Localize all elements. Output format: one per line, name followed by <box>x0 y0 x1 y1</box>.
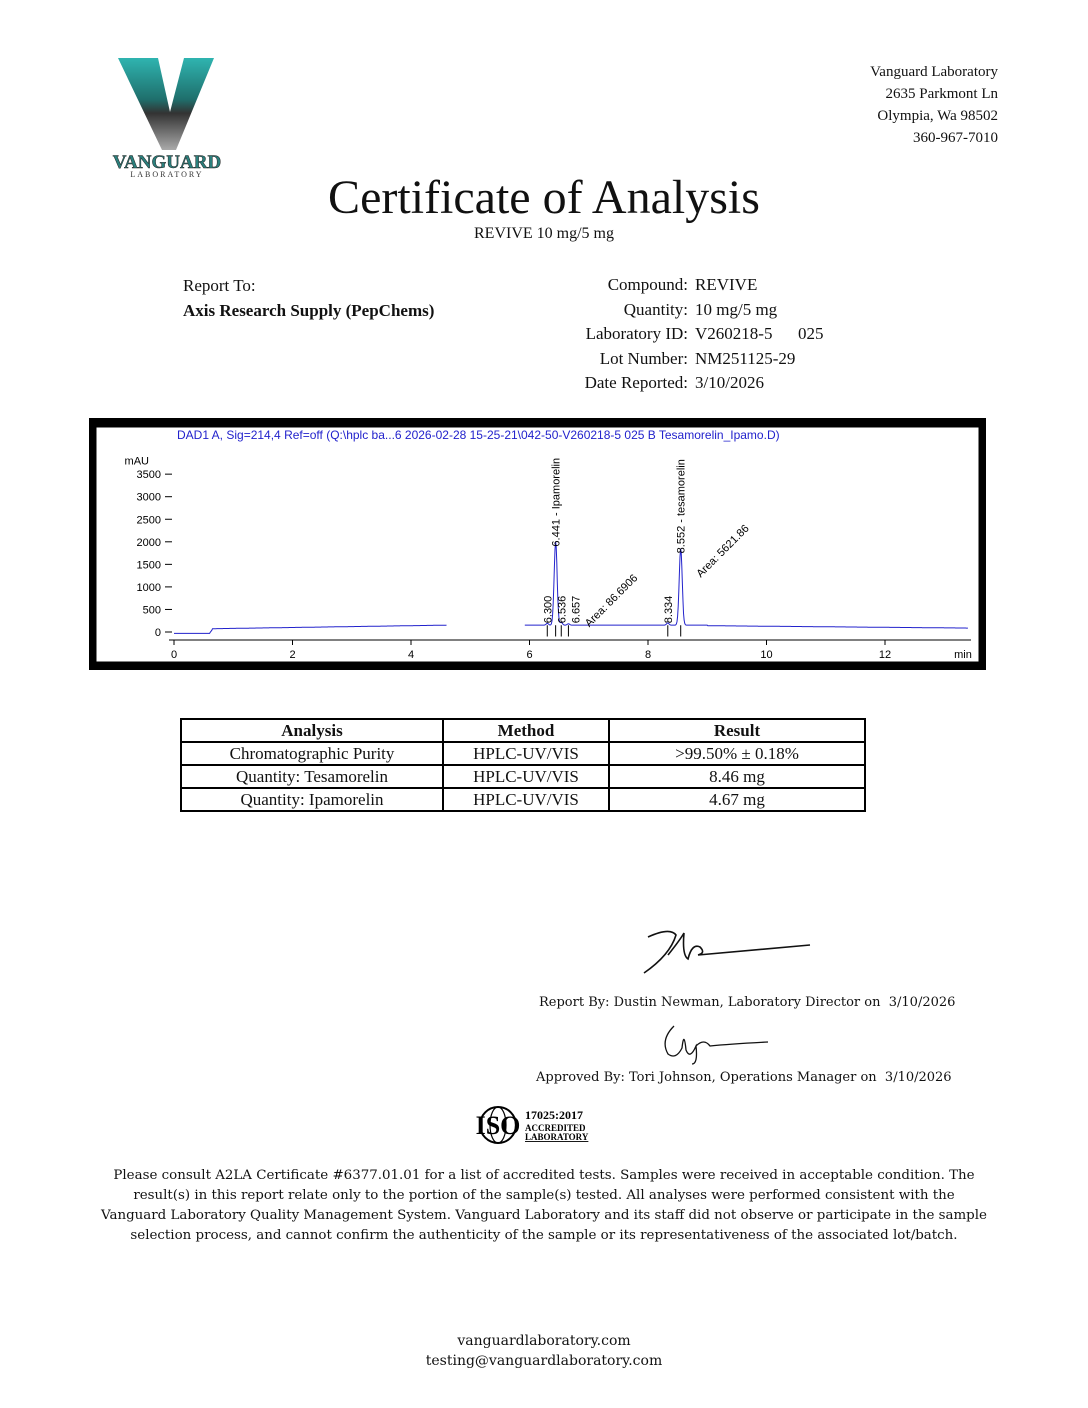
report-to-label: Report To: <box>183 276 256 295</box>
signature-director <box>643 930 811 974</box>
sample-info: Compound: REVIVE Quantity: 10 mg/5 mg Labo… <box>540 273 824 396</box>
page-subtitle: REVIVE 10 mg/5 mg <box>474 225 614 242</box>
client-name: Axis Research Supply (PepChems) <box>183 301 435 320</box>
vanguard-logo: VANGUARD LABORATORY <box>100 52 240 182</box>
y-tick-label: 1500 <box>137 559 161 571</box>
col-header: Method <box>442 718 610 743</box>
lab-name: Vanguard Laboratory <box>870 64 998 80</box>
y-tick-label: 2500 <box>137 514 161 526</box>
report-by: Report By: Dustin Newman, Laboratory Dir… <box>539 995 955 1010</box>
x-tick-label: 4 <box>408 649 414 661</box>
info-value: NM251125-29 <box>695 348 796 368</box>
approved-date: 3/10/2026 <box>884 1070 952 1085</box>
peak-label: 6.657 <box>570 596 582 624</box>
col-header: Result <box>608 718 866 743</box>
chromatogram-trace <box>174 541 968 634</box>
approved-by: Approved By: Tori Johnson, Operations Ma… <box>536 1070 952 1085</box>
info-label: Date Reported: <box>584 373 688 392</box>
peak-label: 8.334 <box>663 596 675 624</box>
chart-title: DAD1 A, Sig=214,4 Ref=off (Q:\hplc ba...… <box>177 428 780 442</box>
info-row: Lot Number: NM251125-29 <box>540 347 823 372</box>
cell: Quantity: Tesamorelin <box>180 764 444 789</box>
svg-text:ACCREDITED: ACCREDITED <box>525 1123 586 1133</box>
y-tick-label: 3000 <box>137 492 161 504</box>
info-row: Laboratory ID: V260218-5 025 <box>540 322 824 347</box>
lab-address: Vanguard Laboratory 2635 Parkmont Ln Oly… <box>870 61 998 149</box>
table-row: Chromatographic Purity HPLC-UV/VIS >99.50%… <box>180 741 866 766</box>
y-tick-label: 2000 <box>137 537 161 549</box>
cell: Quantity: Ipamorelin <box>180 787 444 812</box>
x-tick-label: 10 <box>760 649 772 661</box>
info-value: 3/10/2026 <box>695 373 764 392</box>
page-title: Certificate of Analysis <box>328 171 760 224</box>
info-value: 10 mg/5 mg <box>695 299 778 319</box>
y-tick-label: 3500 <box>137 469 161 481</box>
info-label: Quantity: <box>623 299 688 319</box>
table-header-row: Analysis Method Result <box>180 718 866 743</box>
disclaimer: Please consult A2LA Certificate #6377.01… <box>101 1168 987 1243</box>
lab-city: Olympia, Wa 98502 <box>877 108 998 124</box>
lab-phone: 360-967-7010 <box>913 130 998 146</box>
svg-text:LABORATORY: LABORATORY <box>130 170 203 179</box>
approved-by-text: Approved By: Tori Johnson, Operations Ma… <box>536 1070 877 1085</box>
peak-label: 6.300 <box>542 596 554 624</box>
cell: Chromatographic Purity <box>180 741 444 766</box>
x-tick-label: 2 <box>289 649 295 661</box>
info-label: Laboratory ID: <box>585 324 688 343</box>
chromatogram: DAD1 A, Sig=214,4 Ref=off (Q:\hplc ba...… <box>89 418 986 670</box>
x-tick-label: 0 <box>171 649 177 661</box>
info-value: REVIVE <box>695 275 758 294</box>
peak-label: 6.536 <box>556 596 568 624</box>
cell: HPLC-UV/VIS <box>442 764 610 789</box>
info-label: Compound: <box>607 275 688 294</box>
cell: >99.50% ± 0.18% <box>608 741 866 766</box>
peak-label: 6.441 - Ipamorelin <box>551 458 563 547</box>
footer-email[interactable]: testing@vanguardlaboratory.com <box>425 1353 663 1369</box>
y-tick-label: 500 <box>143 604 161 616</box>
x-tick-label: 6 <box>526 649 532 661</box>
svg-text:ISO: ISO <box>476 1111 521 1140</box>
y-axis-label: mAU <box>125 456 150 468</box>
plot-frame <box>95 426 980 663</box>
y-tick-label: 1000 <box>137 582 161 594</box>
iso-accreditation-logo: ISO 17025:2017 ACCREDITED LABORATORY <box>472 1104 602 1146</box>
info-row: Date Reported: 3/10/2026 <box>540 371 823 396</box>
svg-text:VANGUARD: VANGUARD <box>113 152 221 173</box>
col-header: Analysis <box>180 718 444 743</box>
svg-text:17025:2017: 17025:2017 <box>525 1108 583 1122</box>
info-row: Quantity: 10 mg/5 mg <box>540 298 823 323</box>
x-tick-label: 12 <box>879 649 891 661</box>
svg-text:LABORATORY: LABORATORY <box>525 1132 589 1142</box>
cell: 4.67 mg <box>608 787 866 812</box>
y-tick-label: 0 <box>155 627 161 639</box>
report-date: 3/10/2026 <box>888 995 956 1010</box>
info-value: V260218-5 025 <box>695 324 824 343</box>
lab-street: 2635 Parkmont Ln <box>885 86 999 102</box>
results-table: Analysis Method Result Chromatographic P… <box>180 718 866 812</box>
cell: 8.46 mg <box>608 764 866 789</box>
x-tick-label: 8 <box>645 649 651 661</box>
footer-website[interactable]: vanguardlaboratory.com <box>457 1333 631 1349</box>
cell: HPLC-UV/VIS <box>442 741 610 766</box>
info-label: Lot Number: <box>599 348 688 368</box>
x-axis-label: min <box>954 649 972 661</box>
signature-operations <box>664 1025 769 1065</box>
footer: vanguardlaboratory.com testing@vanguardl… <box>0 1331 1088 1371</box>
report-by-text: Report By: Dustin Newman, Laboratory Dir… <box>539 995 881 1010</box>
table-row: Quantity: Ipamorelin HPLC-UV/VIS 4.67 mg <box>180 787 866 812</box>
peak-label: 8.552 - tesamorelin <box>676 459 688 553</box>
info-row: Compound: REVIVE <box>540 273 823 298</box>
chromatogram-svg: DAD1 A, Sig=214,4 Ref=off (Q:\hplc ba...… <box>95 426 980 663</box>
cell: HPLC-UV/VIS <box>442 787 610 812</box>
table-row: Quantity: Tesamorelin HPLC-UV/VIS 8.46 mg <box>180 764 866 789</box>
report-to: Report To: Axis Research Supply (PepChem… <box>183 273 434 323</box>
